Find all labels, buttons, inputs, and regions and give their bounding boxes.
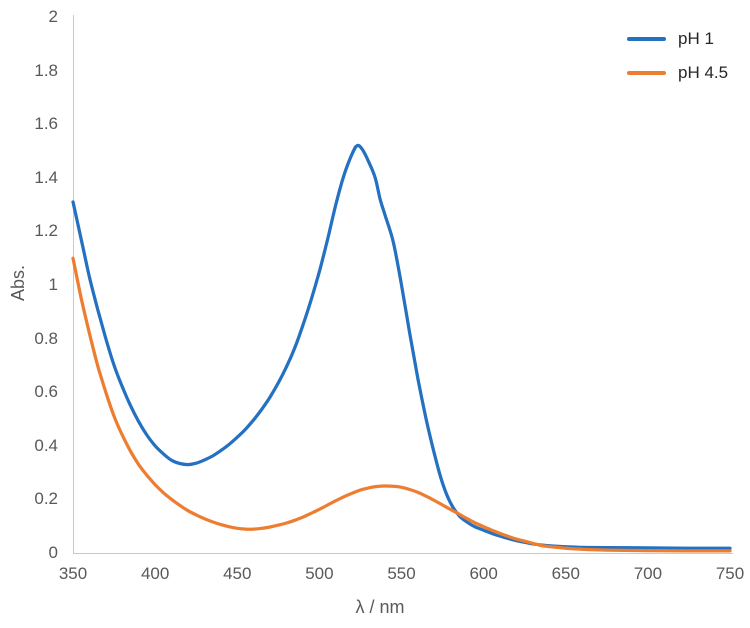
legend-label-ph45: pH 4.5 [678,63,729,82]
series-line-ph1 [71,143,732,550]
y-tick-label: 1.4 [34,167,58,187]
x-tick-label: 400 [140,564,170,583]
y-tick-label: 0.6 [34,382,58,402]
x-axis-title: λ / nm [355,597,405,617]
legend-item-ph45: pH 4.5 [627,58,728,88]
y-tick-label: 0.2 [34,489,58,509]
legend-label-ph1: pH 1 [678,29,714,48]
y-tick-label: 1.6 [34,114,58,134]
y-tick-label: 0.8 [34,328,58,348]
x-tick-label: 750 [715,564,745,583]
x-tick-label: 550 [387,564,416,583]
x-tick-label: 650 [551,564,580,583]
legend-item-ph1: pH 1 [627,24,728,54]
x-tick-label: 600 [469,564,498,583]
legend-line-ph45-icon [627,71,666,75]
axis-lines [73,15,733,554]
legend: pH 1 pH 4.5 [627,24,728,88]
x-tick-label: 500 [305,564,334,583]
y-tick-label: 1 [48,275,58,294]
series-line-ph45 [71,256,732,553]
y-tick-label: 1.2 [34,221,58,241]
legend-line-ph1-icon [627,37,666,41]
x-tick-label: 700 [633,564,663,583]
y-tick-label: 1.8 [34,60,58,80]
y-tick-label: 2 [48,7,58,26]
x-tick-label: 350 [58,564,88,583]
x-tick-label: 450 [223,564,252,583]
y-tick-label: 0.4 [34,435,58,455]
y-tick-label: 0 [48,543,58,562]
